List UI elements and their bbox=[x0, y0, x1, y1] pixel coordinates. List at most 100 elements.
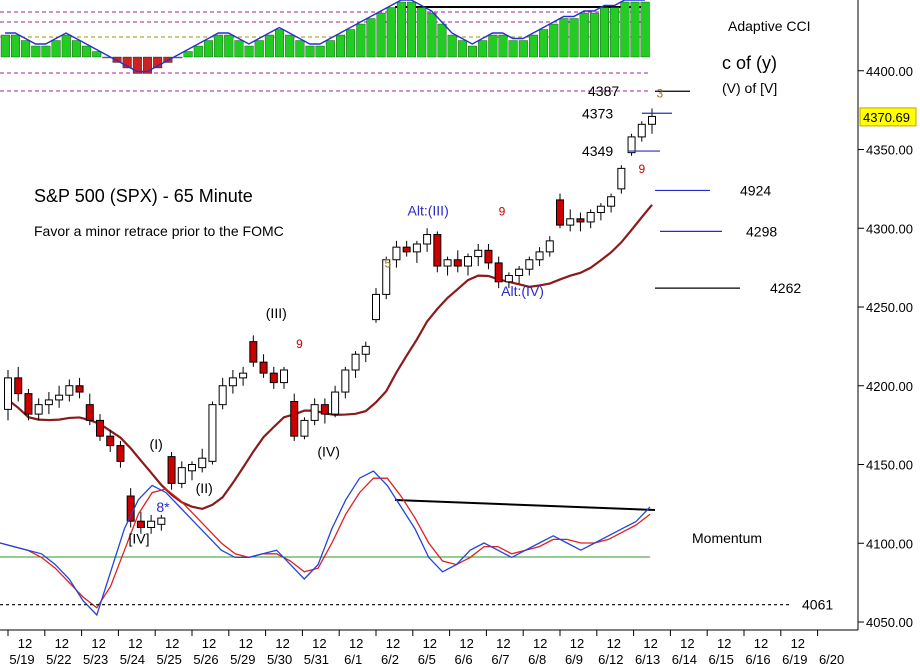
candle-up bbox=[280, 369, 288, 384]
target-level-label: 4061 bbox=[802, 597, 833, 613]
candle-down bbox=[126, 495, 135, 522]
cci-bar bbox=[153, 56, 163, 69]
last-price-label: 4370.69 bbox=[863, 110, 910, 125]
candle-up bbox=[627, 136, 636, 154]
adaptive-cci-panel bbox=[0, 0, 650, 92]
chart-subtitle: Favor a minor retrace prior to the FOMC bbox=[34, 223, 284, 239]
x-hour-label: 12 bbox=[18, 636, 32, 651]
wave-label: 9 bbox=[638, 162, 645, 176]
cci-bar bbox=[71, 40, 81, 58]
cci-bar bbox=[234, 40, 244, 58]
candle-up bbox=[607, 196, 616, 207]
candle-up bbox=[361, 345, 370, 355]
x-tick-label: 6/19 bbox=[782, 652, 807, 667]
candle-up bbox=[147, 520, 156, 529]
cci-bar bbox=[427, 12, 437, 58]
candle-down bbox=[249, 341, 258, 363]
candle-up bbox=[372, 293, 380, 321]
cci-bar bbox=[203, 40, 213, 58]
candle-down bbox=[116, 445, 125, 462]
x-hour-label: 12 bbox=[680, 636, 694, 651]
cci-bar bbox=[122, 56, 132, 69]
cci-bar bbox=[11, 34, 20, 58]
wave-label: Alt:(III) bbox=[408, 203, 449, 219]
x-tick-label: 6/9 bbox=[565, 652, 583, 667]
cci-bar bbox=[600, 7, 610, 58]
cci-bar bbox=[82, 45, 92, 58]
candle-down bbox=[494, 262, 503, 283]
x-tick-label: 6/5 bbox=[418, 652, 436, 667]
candle-down bbox=[24, 393, 33, 415]
candle-up bbox=[351, 353, 360, 371]
candle-up bbox=[228, 377, 237, 387]
cci-bar bbox=[325, 40, 335, 58]
date-axis: 5/19 5/22 5/23 5/24 5/25 5/26 5/29 5/30 5/31 6/1 6… bbox=[7, 630, 844, 667]
wave-count-line1: c of (y) bbox=[722, 53, 777, 73]
x-tick-label: 5/31 bbox=[304, 652, 329, 667]
cci-bar bbox=[143, 56, 152, 74]
cci-bar bbox=[31, 45, 41, 58]
x-hour-label: 12 bbox=[128, 636, 142, 651]
plot-frame bbox=[0, 0, 859, 631]
y-tick-label: 4250.00 bbox=[866, 300, 913, 315]
cci-bar bbox=[366, 18, 376, 58]
cci-bar bbox=[285, 34, 295, 58]
candle-down bbox=[402, 246, 411, 253]
cci-bar bbox=[478, 40, 488, 58]
x-hour-label: 12 bbox=[570, 636, 584, 651]
target-levels: 4387 4373 4349 4924 4298 4262 4061 bbox=[0, 83, 833, 613]
y-tick-label: 4100.00 bbox=[866, 536, 913, 551]
x-hour-label: 12 bbox=[496, 636, 510, 651]
cci-bar bbox=[589, 12, 599, 58]
x-hour-label: 12 bbox=[202, 636, 216, 651]
wave-label: 9 bbox=[296, 337, 303, 351]
x-tick-label: 6/15 bbox=[709, 652, 734, 667]
cci-bar bbox=[437, 23, 447, 58]
candle-down bbox=[136, 520, 145, 529]
candle-down bbox=[106, 435, 115, 447]
x-hour-label: 12 bbox=[239, 636, 253, 651]
cci-bar bbox=[640, 1, 650, 58]
cci-bar bbox=[620, 1, 630, 58]
x-hour-label: 12 bbox=[55, 636, 69, 651]
x-hour-label: 12 bbox=[165, 636, 179, 651]
wave-label: [IV] bbox=[128, 530, 149, 546]
candle-up bbox=[535, 251, 544, 261]
x-tick-label: 6/12 bbox=[598, 652, 623, 667]
candle-up bbox=[504, 275, 513, 283]
cci-bar bbox=[305, 45, 315, 58]
cci-line bbox=[5, 0, 645, 73]
cci-bar bbox=[549, 23, 559, 58]
x-hour-label: 12 bbox=[533, 636, 547, 651]
y-tick-label: 4300.00 bbox=[866, 221, 913, 236]
candle-up bbox=[648, 115, 656, 125]
candle-up bbox=[4, 377, 12, 410]
x-hour-label: 12 bbox=[275, 636, 289, 651]
x-hour-label: 12 bbox=[386, 636, 400, 651]
cci-bar bbox=[346, 29, 356, 58]
cci-bar bbox=[417, 7, 427, 58]
candle-up bbox=[566, 218, 575, 226]
candle-up bbox=[545, 240, 554, 253]
candle-up bbox=[218, 385, 227, 406]
candle-down bbox=[290, 401, 299, 437]
x-tick-label: 5/19 bbox=[9, 652, 34, 667]
price-axis: 4050.00 4100.00 4150.00 4200.00 4250.00 4300.… bbox=[858, 64, 917, 630]
wave-label: (III) bbox=[266, 305, 287, 321]
x-tick-label: 5/26 bbox=[193, 652, 218, 667]
x-tick-label: 6/2 bbox=[381, 652, 399, 667]
cci-bar bbox=[51, 40, 61, 58]
target-level-label: 4262 bbox=[770, 280, 801, 296]
cci-bar bbox=[447, 34, 457, 58]
x-tick-label: 6/16 bbox=[745, 652, 770, 667]
candle-up bbox=[423, 234, 432, 245]
x-hour-label: 12 bbox=[459, 636, 473, 651]
x-tick-label: 6/6 bbox=[455, 652, 473, 667]
candle-up bbox=[177, 467, 186, 484]
x-hour-label: 12 bbox=[349, 636, 363, 651]
candle-up bbox=[65, 385, 74, 396]
cci-bar bbox=[539, 29, 549, 58]
candle-up bbox=[525, 259, 534, 270]
candle-up bbox=[382, 259, 391, 295]
candle-up bbox=[586, 212, 595, 223]
